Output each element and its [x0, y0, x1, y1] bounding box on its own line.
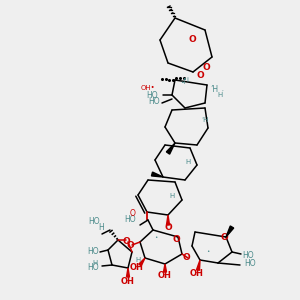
Text: HO: HO	[244, 259, 256, 268]
Text: OH: OH	[158, 272, 172, 280]
Text: •: •	[206, 250, 210, 254]
Text: HO: HO	[146, 91, 158, 100]
Text: O: O	[188, 35, 196, 44]
Text: HO: HO	[87, 263, 99, 272]
Text: O: O	[122, 238, 130, 247]
Polygon shape	[226, 226, 234, 237]
Text: OH: OH	[130, 263, 144, 272]
Text: H: H	[98, 224, 104, 232]
Text: •i: •i	[180, 80, 186, 85]
Text: HO: HO	[242, 250, 254, 260]
Text: O: O	[220, 233, 228, 242]
Text: OH: OH	[190, 269, 204, 278]
Text: •: •	[154, 235, 158, 239]
Polygon shape	[167, 215, 170, 225]
Text: H: H	[169, 193, 175, 199]
Polygon shape	[152, 172, 163, 177]
Text: O: O	[202, 64, 210, 73]
Text: H: H	[135, 257, 141, 263]
Text: O: O	[164, 224, 172, 232]
Text: OH: OH	[121, 277, 135, 286]
Text: ’H: ’H	[201, 117, 209, 123]
Polygon shape	[139, 258, 145, 266]
Text: H: H	[218, 92, 223, 98]
Text: O: O	[182, 254, 190, 262]
Polygon shape	[196, 260, 200, 270]
Text: HO: HO	[87, 248, 99, 256]
Text: HO: HO	[148, 98, 160, 106]
Text: H: H	[185, 159, 190, 165]
Text: O: O	[130, 209, 136, 218]
Polygon shape	[164, 264, 166, 272]
Text: HO: HO	[88, 218, 100, 226]
Text: O: O	[126, 241, 134, 250]
Text: O: O	[196, 70, 204, 80]
Polygon shape	[167, 143, 175, 154]
Text: ’H: ’H	[210, 85, 218, 94]
Text: •i: •i	[183, 77, 189, 83]
Text: H: H	[93, 260, 98, 266]
Polygon shape	[127, 268, 130, 277]
Text: O: O	[172, 236, 180, 244]
Text: HO: HO	[124, 215, 136, 224]
Text: ’: ’	[221, 89, 223, 94]
Text: OH•: OH•	[140, 85, 155, 91]
